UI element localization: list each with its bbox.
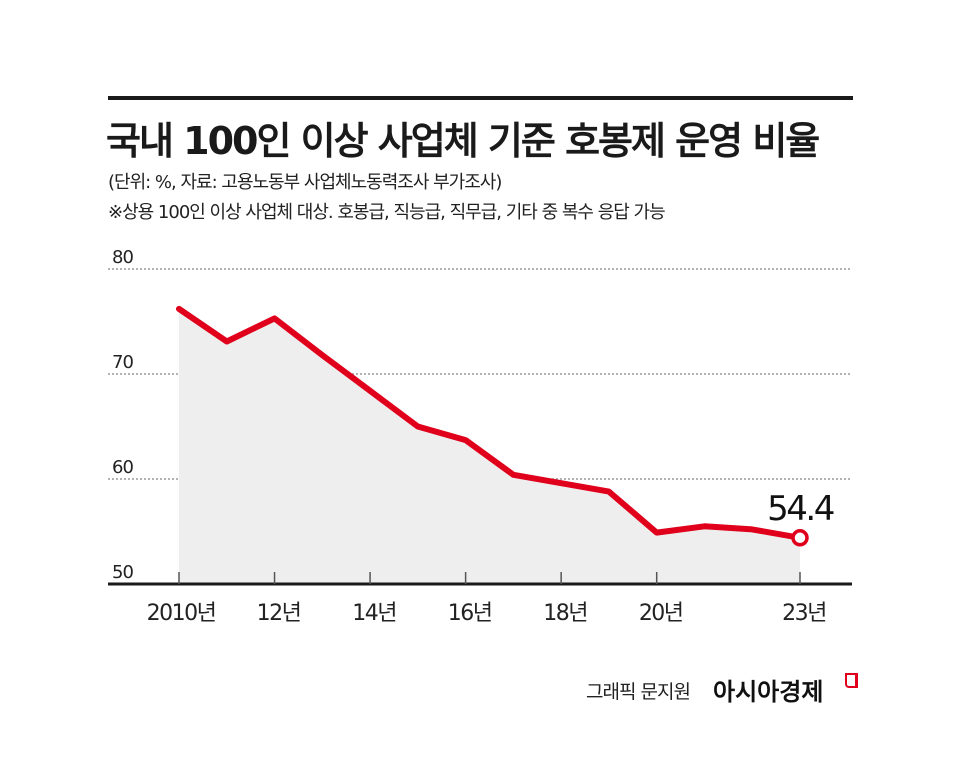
end-point-marker [791, 529, 809, 547]
chart-note: ※상용 100인 이상 사업체 대상. 호봉급, 직능급, 직무급, 기타 중 … [108, 202, 666, 223]
x-tick-label: 16년 [448, 601, 492, 626]
data-line [176, 305, 803, 541]
x-axis-ticks: 2010년 12년 14년 16년 18년 20년 23년 [147, 572, 827, 626]
brand-mark-icon [845, 673, 858, 688]
y-tick-label: 80 [112, 247, 133, 268]
brand-logo: 아시아경제 [713, 678, 824, 706]
x-tick-label: 14년 [352, 601, 396, 626]
y-axis-labels: 80 70 60 50 [112, 247, 134, 583]
y-tick-label: 70 [112, 352, 133, 373]
chart-subtitle: (단위: %, 자료: 고용노동부 사업체노동력조사 부가조사) [108, 172, 502, 193]
x-tick-label: 18년 [543, 601, 587, 626]
x-tick-label: 20년 [639, 601, 683, 626]
graphic-credit: 그래픽 문지원 [586, 681, 691, 703]
area-fill [179, 308, 800, 584]
x-tick-label: 12년 [257, 601, 301, 626]
y-tick-label: 50 [112, 562, 133, 583]
top-rule [108, 96, 853, 100]
last-value-label: 54.4 [767, 489, 834, 529]
y-tick-label: 60 [112, 457, 133, 478]
x-tick-label: 23년 [782, 601, 826, 626]
x-tick-label: 2010년 [147, 601, 216, 626]
chart-title: 국내 100인 이상 사업체 기준 호봉제 운영 비율 [106, 119, 820, 163]
